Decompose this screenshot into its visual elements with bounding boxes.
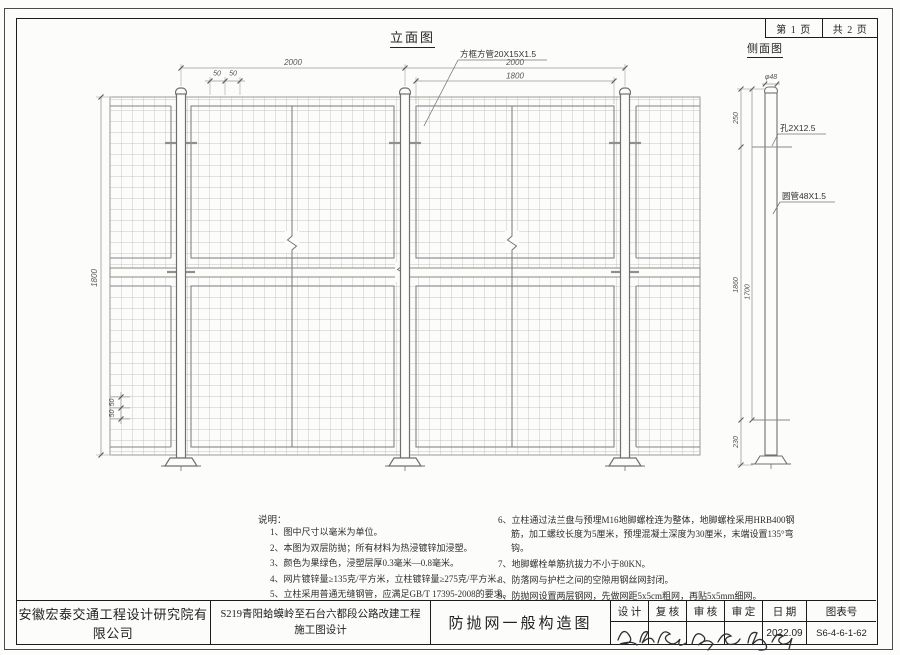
dim-top-small-b: 50: [229, 71, 237, 78]
approve-signature-cell: [725, 622, 762, 644]
project-line2: 施工图设计: [294, 624, 347, 636]
side-view-drawing: φ48 孔2X12.5 圆管48X1.5: [733, 74, 835, 469]
sheet-number: S6-4-6-1-62: [816, 627, 867, 639]
note-item: 1、图中尺寸以毫米为单位。: [270, 527, 383, 537]
note-item: 2、本图为双层防抛；所有材料为热浸镀锌加浸塑。: [270, 542, 473, 553]
approval-col-approve: 审 定: [724, 601, 762, 644]
note-item: 8、防落网与护栏之间的空隙用钢丝网封闭。: [498, 574, 674, 585]
page-number-box: 第 1 页 共 2 页: [765, 19, 878, 38]
dim-side-total: 1860: [733, 277, 740, 293]
dim-bottom-small-a: 50: [109, 399, 116, 407]
construction-drawing: 2000 2000 1800 50 50 1800: [90, 49, 835, 471]
note-item: 6、立柱通过法兰盘与预埋M16地脚螺栓连为整体，地脚螺栓采用HRB400钢筋，加…: [498, 515, 795, 554]
approval-col-date: 日 期 2022.09: [762, 601, 806, 644]
dim-height: 1800: [90, 269, 99, 287]
fence-posts: [161, 87, 645, 471]
dim-side-inner: 1700: [745, 284, 752, 300]
frame-tube-label: 方框方管20X15X1.5: [460, 49, 536, 59]
col-header: 复 核: [649, 601, 686, 622]
col-header: 图表号: [807, 601, 876, 622]
elevation-drawing: 2000 2000 1800 50 50 1800: [90, 49, 701, 471]
note-item: 4、网片镀锌量≥135克/平方米，立柱镀锌量≥275克/平方米。: [270, 573, 506, 584]
page-current: 第 1 页: [766, 19, 823, 37]
dim-side-bottom: 230: [733, 436, 740, 449]
note-item: 5、立柱采用普通无缝钢管，应满足GB/T 17395-2008的要求。: [270, 589, 512, 599]
sheet-outer-border: [4, 8, 893, 650]
dim-span1: 2000: [283, 58, 302, 67]
title-block: 安徽宏泰交通工程设计研究院有限公司 S219青阳蛤蟆岭至石台六都段公路改建工程 …: [16, 600, 876, 644]
dim-post-diameter: φ48: [765, 74, 777, 81]
col-header: 审 定: [725, 601, 762, 622]
hole-label: 孔2X12.5: [780, 123, 816, 133]
col-header: 日 期: [763, 601, 806, 622]
approval-col-review: 审 核: [686, 601, 724, 644]
dim-frame-width: 1800: [506, 72, 524, 81]
notes-right-column: 6、立柱通过法兰盘与预埋M16地脚螺栓连为整体，地脚螺栓采用HRB400钢筋，加…: [498, 513, 810, 604]
date-value: 2022.09: [766, 627, 803, 639]
notes-heading: 说明：: [258, 516, 287, 526]
approval-col-sheetno: 图表号 S6-4-6-1-62: [806, 601, 876, 644]
elevation-dimensions: 2000 2000 1800 50 50 1800: [90, 58, 628, 458]
dim-span2: 2000: [505, 58, 524, 67]
frame-tube-callout: 方框方管20X15X1.5: [423, 49, 547, 127]
sheet-inner-frame: [16, 18, 878, 645]
col-header: 设 计: [611, 601, 648, 622]
note-item: 3、颜色为果绿色，浸塑层厚0.3毫米—0.8毫米。: [270, 558, 460, 568]
notes-left-column: 1、图中尺寸以毫米为单位。 2、本图为双层防抛；所有材料为热浸镀锌加浸塑。 3、…: [270, 525, 512, 603]
side-view-dimensions: 250 1860 1700 230: [733, 86, 765, 468]
note-item: 9、防抛网设置两层钢网，先做网距5x5cm粗网，再贴5x5mm细网。: [498, 590, 762, 601]
dim-side-top: 250: [733, 112, 740, 125]
dim-top-small-a: 50: [213, 71, 221, 78]
approval-col-design: 设 计: [610, 601, 648, 644]
design-signature-cell: [611, 622, 648, 644]
note-item: 7、地脚螺栓单筋抗拔力不小于80KN。: [498, 559, 651, 570]
project-line1: S219青阳蛤蟆岭至石台六都段公路改建工程: [220, 609, 421, 621]
dim-bottom-small-b: 50: [109, 410, 116, 418]
col-header: 审 核: [687, 601, 724, 622]
elevation-view-title: 立面图: [390, 27, 436, 48]
page-total: 共 2 页: [832, 24, 868, 36]
review-signature-cell: [687, 622, 724, 644]
company-name: 安徽宏泰交通工程设计研究院有限公司: [18, 606, 208, 641]
tube-label: 圆管48X1.5: [782, 191, 826, 201]
approval-col-check: 复 核: [648, 601, 686, 644]
project-name: S219青阳蛤蟆岭至石台六都段公路改建工程 施工图设计: [210, 601, 430, 644]
side-view-title: 侧面图: [747, 40, 783, 58]
drawing-title: 防抛网一般构造图: [430, 601, 610, 644]
check-signature-cell: [649, 622, 686, 644]
